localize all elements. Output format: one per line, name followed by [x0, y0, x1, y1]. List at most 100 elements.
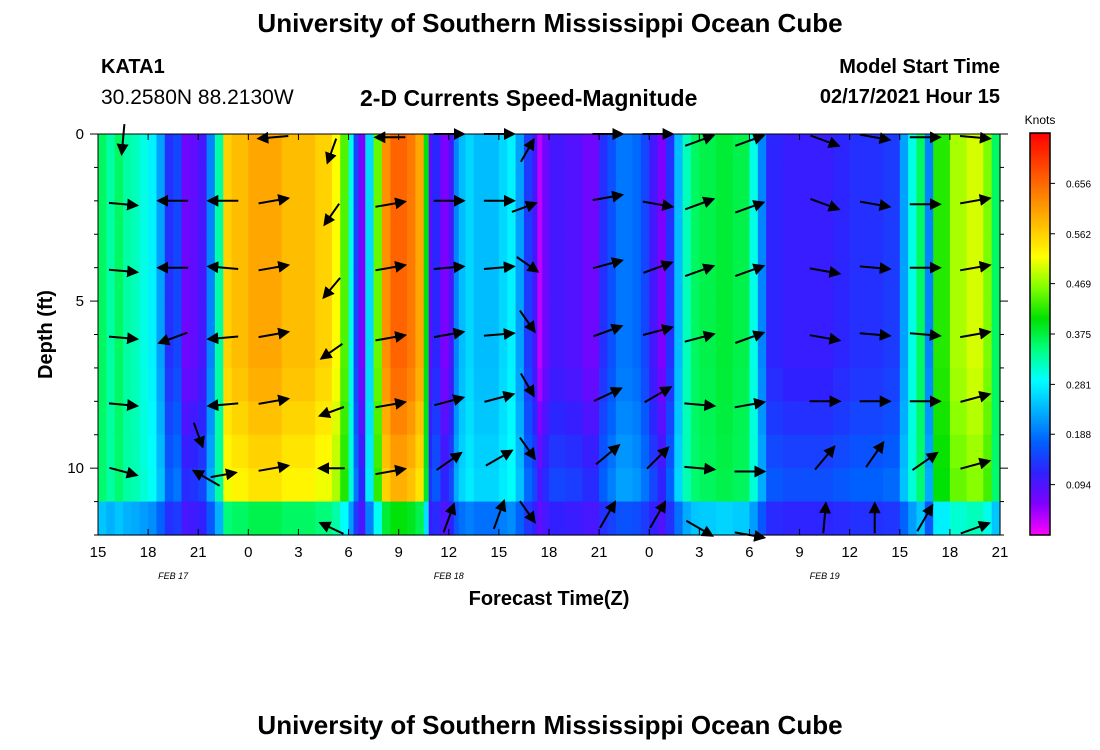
- heat-cell: [189, 167, 199, 202]
- current-arrow: [685, 519, 715, 537]
- heat-cell: [549, 267, 567, 302]
- heat-cell: [381, 234, 391, 269]
- heat-cell: [757, 501, 767, 536]
- current-arrow: [375, 260, 408, 273]
- heat-cell: [924, 434, 934, 469]
- heat-cell: [373, 401, 383, 436]
- current-arrow: [433, 327, 466, 340]
- heat-cell: [649, 501, 659, 536]
- heat-cell: [223, 501, 233, 536]
- heat-cell: [799, 200, 817, 235]
- heat-cell: [908, 134, 918, 169]
- heat-cell: [498, 301, 508, 336]
- heat-cell: [340, 200, 350, 235]
- heat-cell: [749, 167, 759, 202]
- current-arrow: [960, 194, 992, 206]
- current-arrow: [960, 520, 991, 535]
- heat-cell: [991, 134, 1001, 169]
- heat-cell: [933, 434, 951, 469]
- heat-cell: [432, 267, 442, 302]
- heat-cell: [716, 468, 734, 503]
- heat-cell: [428, 434, 433, 469]
- heat-cell: [448, 301, 455, 336]
- heat-cell: [699, 200, 717, 235]
- heat-cell: [732, 167, 751, 202]
- heat-cell: [131, 167, 141, 202]
- heat-cell: [390, 167, 400, 202]
- heat-cell: [924, 501, 934, 536]
- current-arrow: [643, 260, 674, 274]
- current-arrow: [206, 399, 239, 412]
- heat-cell: [482, 301, 492, 336]
- heat-cell: [933, 501, 951, 536]
- current-arrow: [592, 257, 624, 270]
- heat-cell: [490, 234, 500, 269]
- heat-cell: [390, 434, 400, 469]
- heat-cell: [206, 468, 216, 503]
- heat-cell: [490, 434, 500, 469]
- heat-cell: [599, 200, 609, 235]
- y-axis-label: Depth (ft): [35, 290, 57, 379]
- current-arrow: [644, 386, 673, 404]
- heat-cell: [428, 334, 433, 369]
- heat-cell: [949, 501, 968, 536]
- heat-cell: [98, 501, 107, 536]
- heat-cell: [148, 367, 158, 402]
- heat-cell: [582, 234, 600, 269]
- heat-cell: [114, 234, 124, 269]
- heat-cell: [766, 234, 784, 269]
- heat-cell: [749, 234, 759, 269]
- heat-cell: [139, 301, 149, 336]
- heat-cell: [983, 434, 993, 469]
- heat-cell: [966, 167, 984, 202]
- heat-cell: [908, 434, 918, 469]
- heat-cell: [507, 234, 517, 269]
- heat-cell: [365, 167, 375, 202]
- heat-cell: [565, 468, 583, 503]
- colorbar-tick-label: 0.188: [1066, 430, 1091, 441]
- heat-cell: [373, 301, 383, 336]
- heat-cell: [353, 134, 360, 169]
- heat-cell: [458, 367, 467, 402]
- current-arrow: [109, 466, 139, 479]
- heat-cell: [542, 468, 550, 503]
- heat-cell: [156, 401, 166, 436]
- heat-cell: [473, 401, 483, 436]
- heat-cell: [139, 167, 149, 202]
- heat-cell: [248, 301, 266, 336]
- heat-cell: [983, 334, 993, 369]
- heat-cell: [690, 234, 700, 269]
- heat-cell: [265, 501, 283, 536]
- heat-cell: [214, 200, 224, 235]
- heat-cell: [331, 234, 341, 269]
- heat-cell: [440, 434, 450, 469]
- heat-cell: [991, 434, 1001, 469]
- heat-cell: [916, 468, 926, 503]
- heat-cell: [649, 200, 659, 235]
- heat-cell: [757, 167, 767, 202]
- heat-cell: [415, 367, 425, 402]
- heat-cell: [448, 434, 455, 469]
- heat-cell: [139, 267, 149, 302]
- heat-cell: [373, 367, 383, 402]
- heat-cell: [782, 401, 801, 436]
- heat-cell: [331, 200, 341, 235]
- colorbar-tick-label: 0.469: [1066, 280, 1091, 291]
- heat-cell: [699, 334, 717, 369]
- heat-cell: [924, 134, 934, 169]
- station-coordinates: 30.2580N 88.2130W: [101, 86, 294, 109]
- heat-cell: [453, 301, 460, 336]
- heat-cell: [766, 434, 784, 469]
- heat-cell: [458, 334, 467, 369]
- current-arrow: [484, 390, 516, 403]
- heat-cell: [766, 401, 784, 436]
- heat-cell: [649, 367, 659, 402]
- current-arrow: [325, 138, 338, 165]
- current-arrow: [442, 502, 457, 533]
- heat-cell: [933, 401, 951, 436]
- current-arrow: [375, 397, 408, 410]
- heat-cell: [198, 401, 208, 436]
- heat-cell: [198, 134, 208, 169]
- heat-cell: [106, 401, 116, 436]
- heat-cell: [657, 367, 667, 402]
